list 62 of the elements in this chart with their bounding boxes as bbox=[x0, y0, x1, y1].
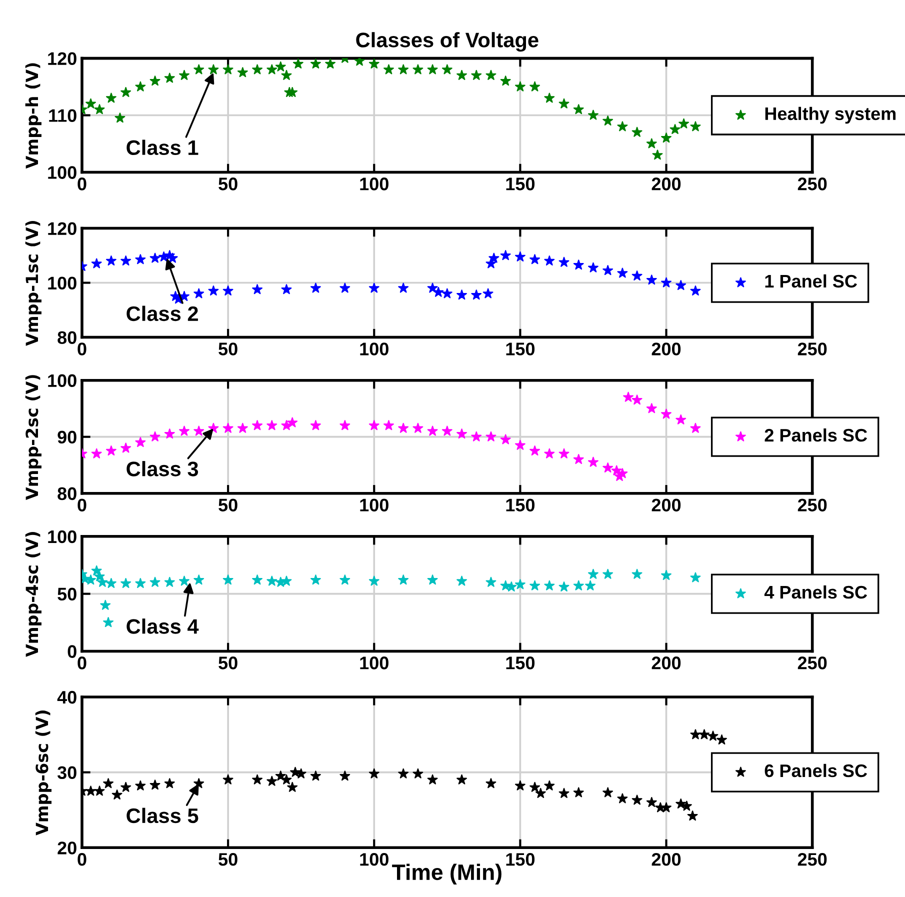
y-tick-label: 80 bbox=[58, 487, 76, 500]
x-tick-label: 200 bbox=[652, 853, 681, 866]
y-tick-label: 100 bbox=[48, 530, 76, 544]
y-axis-title: Vmpp-h (V) bbox=[25, 63, 42, 169]
x-axis-title: Time (Min) bbox=[392, 864, 502, 885]
y-tick-label: 20 bbox=[58, 842, 76, 854]
x-tick-label: 250 bbox=[798, 342, 827, 356]
x-tick-label: 150 bbox=[506, 498, 535, 512]
legend-label: 2 Panels SC bbox=[764, 428, 868, 442]
legend-label: Healthy system bbox=[765, 106, 896, 124]
x-tick-label: 200 bbox=[652, 178, 681, 190]
y-axis-title: Vmpp-6sc (V) bbox=[35, 710, 52, 836]
x-tick-label: 250 bbox=[798, 178, 827, 190]
x-tick-label: 200 bbox=[652, 656, 681, 670]
x-tick-label: 100 bbox=[360, 342, 388, 356]
annotation: Class 1 bbox=[126, 140, 198, 156]
x-tick-label: 100 bbox=[360, 178, 388, 190]
annotation: Class 3 bbox=[126, 461, 198, 476]
x-tick-label: 150 bbox=[506, 656, 535, 670]
x-tick-label: 50 bbox=[218, 342, 238, 356]
y-tick-label: 100 bbox=[48, 166, 76, 179]
x-tick-label: 150 bbox=[506, 342, 535, 356]
y-tick-label: 120 bbox=[48, 222, 76, 236]
y-tick-label: 80 bbox=[58, 331, 76, 344]
annotation: Class 4 bbox=[126, 618, 199, 634]
x-tick-label: 200 bbox=[652, 498, 681, 512]
x-tick-label: 50 bbox=[218, 656, 238, 670]
y-tick-label: 0 bbox=[68, 645, 76, 658]
y-tick-label: 110 bbox=[49, 109, 76, 122]
y-axis-title: Vmpp-2sc (V) bbox=[25, 375, 42, 500]
x-tick-label: 100 bbox=[360, 853, 388, 866]
y-tick-label: 100 bbox=[48, 276, 76, 290]
x-tick-label: 0 bbox=[78, 178, 86, 190]
x-tick-label: 50 bbox=[218, 178, 238, 190]
x-tick-label: 250 bbox=[798, 853, 827, 866]
x-tick-label: 100 bbox=[360, 656, 388, 670]
x-tick-label: 200 bbox=[652, 342, 681, 356]
x-tick-label: 250 bbox=[798, 656, 827, 670]
x-tick-label: 250 bbox=[798, 498, 827, 512]
x-tick-label: 0 bbox=[78, 342, 86, 356]
x-tick-label: 0 bbox=[78, 498, 86, 512]
annotation: Class 5 bbox=[126, 808, 198, 824]
x-tick-label: 0 bbox=[78, 853, 86, 866]
y-tick-label: 30 bbox=[57, 766, 76, 780]
annotation: Class 2 bbox=[126, 306, 198, 322]
y-tick-label: 120 bbox=[48, 52, 76, 66]
y-tick-label: 40 bbox=[57, 690, 76, 704]
legend-label: 1 Panel SC bbox=[765, 274, 857, 288]
x-tick-label: 50 bbox=[218, 853, 238, 866]
chart-title: Classes of Voltage bbox=[356, 32, 538, 52]
y-axis-title: Vmpp-4sc (V) bbox=[25, 532, 42, 657]
legend-label: 4 Panels SC bbox=[764, 585, 868, 599]
legend-label: 6 Panels SC bbox=[764, 764, 868, 778]
x-tick-label: 100 bbox=[360, 498, 388, 512]
y-axis-title: Vmpp-1sc (V) bbox=[25, 221, 42, 346]
x-tick-label: 0 bbox=[78, 656, 86, 670]
x-tick-label: 50 bbox=[218, 498, 238, 512]
x-tick-label: 150 bbox=[506, 178, 535, 190]
x-tick-label: 150 bbox=[506, 853, 535, 866]
y-tick-label: 100 bbox=[48, 374, 76, 388]
y-tick-label: 90 bbox=[58, 430, 76, 444]
y-tick-label: 50 bbox=[58, 588, 76, 601]
